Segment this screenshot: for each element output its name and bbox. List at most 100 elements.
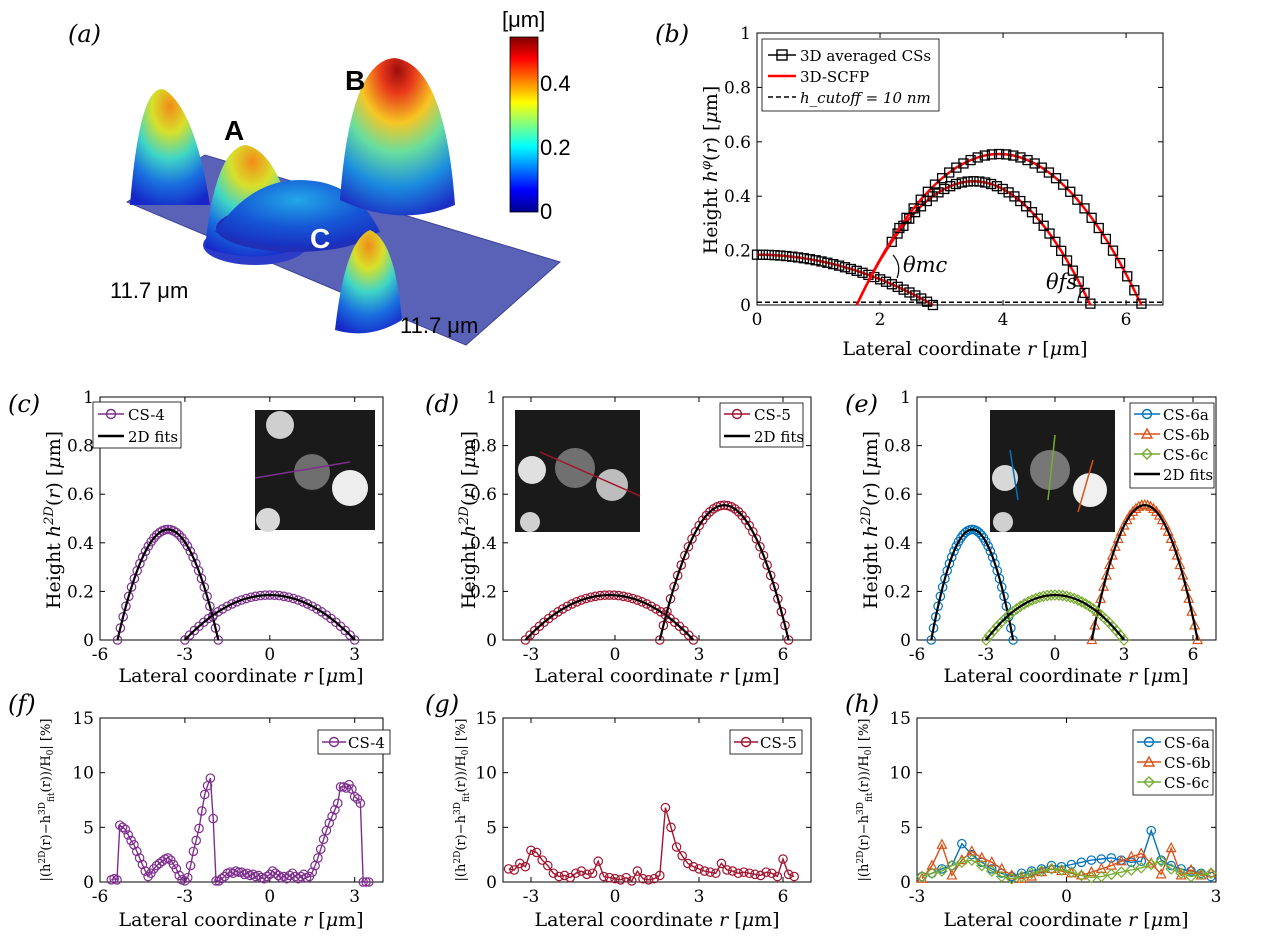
panel-c-legend: CS-4 2D fits: [92, 401, 182, 449]
data-point-h: [1175, 867, 1187, 880]
data-point-h: [1106, 853, 1117, 863]
data-point-h: [956, 856, 968, 869]
data-point-b: [892, 281, 903, 293]
data-point-d: [688, 635, 699, 645]
legend-box-c: [92, 401, 182, 449]
x-tick-label-d: 6: [778, 645, 789, 665]
data-point-e: [990, 558, 1000, 569]
data-point-b: [993, 148, 1005, 160]
y-tick-label-g: 10: [475, 764, 497, 784]
data-point-d: [751, 534, 762, 544]
data-point-h: [1205, 866, 1217, 878]
legend-b-1: 3D-SCFP: [800, 68, 869, 86]
data-point-f: [248, 869, 258, 880]
data-point-h: [957, 838, 967, 849]
data-point-d: [651, 604, 661, 614]
data-point-c: [182, 541, 193, 551]
data-point-c: [174, 530, 184, 540]
data-point-g: [626, 876, 637, 886]
fit-line-d-1: [658, 503, 790, 641]
data-point-c: [312, 604, 322, 614]
data-point-g: [610, 873, 620, 884]
data-point-g: [604, 872, 615, 883]
data-point-e: [942, 565, 952, 576]
data-point-g: [699, 866, 710, 876]
legend-h-0: CS-6a: [1164, 734, 1210, 752]
data-point-g: [531, 847, 542, 858]
data-point-h: [1165, 841, 1177, 853]
data-point-h: [1075, 869, 1088, 882]
data-point-c: [302, 599, 313, 609]
panel-g-ylabel: |(h2D(r)−h3Dfit(r))/H0| [%]: [453, 719, 472, 882]
y-tick-label-f: 10: [72, 764, 94, 784]
data-point-g: [632, 866, 643, 876]
x-tick-label-f: -3: [177, 887, 194, 907]
panel-a: (a) A B C 11.7 μm 11.7 μm [μm] 0 0.2 0.4: [68, 7, 571, 346]
data-point-f: [335, 782, 346, 792]
peak-left-partial: [130, 89, 210, 205]
data-point-h: [1115, 866, 1128, 879]
data-point-h: [1185, 863, 1197, 875]
data-point-f: [120, 824, 131, 835]
data-point-b: [1093, 222, 1104, 234]
data-point-b: [985, 178, 997, 190]
inset-e: [990, 410, 1115, 532]
legend-e-1: CS-6b: [1163, 426, 1210, 444]
inset-c: [254, 410, 375, 532]
data-point-e: [980, 634, 992, 646]
data-point-f: [324, 818, 335, 828]
dim-y-label: 11.7 μm: [400, 313, 478, 338]
data-point-e: [987, 624, 1000, 637]
inset-e-blob: [1073, 473, 1107, 507]
panel-g: (g) -3 0 3 6 0 5 10 15 Lateral coordinate r [μm…: [425, 690, 812, 931]
y-tick-label-c: 1: [83, 388, 94, 408]
data-point-e: [1168, 540, 1180, 551]
data-point-f: [287, 868, 298, 879]
data-point-b: [775, 250, 786, 261]
panel-h-ylabel: |(h2D(r)−h3Dfit(r))/H0| [%]: [856, 719, 875, 882]
data-point-f: [355, 798, 366, 809]
data-point-b: [1050, 236, 1061, 248]
panel-c-label: (c): [8, 390, 40, 418]
data-point-e: [1086, 633, 1098, 645]
data-point-d: [680, 550, 690, 561]
data-point-d: [669, 581, 679, 592]
data-point-d: [632, 595, 643, 605]
data-point-e: [1112, 532, 1124, 543]
data-point-c: [154, 527, 165, 538]
data-point-e: [1109, 540, 1121, 551]
data-point-h: [1126, 857, 1137, 868]
x-tick-label-f: 3: [349, 887, 360, 907]
angle-arc-fs: [1077, 287, 1088, 303]
peak-front-partial: [335, 230, 402, 334]
data-point-g: [660, 802, 671, 813]
data-point-b: [958, 158, 969, 169]
data-point-b: [1038, 220, 1049, 231]
data-point-f: [180, 876, 190, 886]
data-point-b: [980, 177, 991, 188]
data-point-h: [1055, 864, 1068, 876]
data-point-b: [1026, 207, 1038, 218]
colorbar-tick-2: 0.4: [540, 71, 571, 96]
series-line-g-0: [508, 807, 795, 882]
x-tick-label-g: 3: [694, 887, 705, 907]
x-tick-label-d: 3: [694, 645, 705, 665]
peak-a-label: A: [224, 115, 244, 146]
data-point-f: [171, 864, 182, 874]
x-tick-label-b: 4: [998, 310, 1009, 330]
inset-c-blob: [266, 411, 294, 439]
data-point-f: [332, 798, 343, 809]
data-point-f: [143, 871, 153, 882]
data-point-b: [1015, 152, 1026, 163]
y-tick-label-e: 0.2: [884, 582, 911, 602]
data-point-c: [222, 601, 233, 612]
panel-d-ylabel: Height h2D(r) [μm]: [457, 431, 480, 609]
data-point-c: [126, 582, 137, 592]
data-point-b: [894, 222, 905, 234]
data-point-b: [1065, 186, 1076, 197]
data-point-b: [972, 152, 983, 163]
data-point-g: [778, 854, 788, 864]
data-point-g: [598, 871, 609, 882]
y-tick-label-c: 0: [83, 631, 94, 651]
panel-b-legend: 3D averaged CSs 3D-SCFP h_cutoff = 10 nm: [761, 38, 940, 112]
